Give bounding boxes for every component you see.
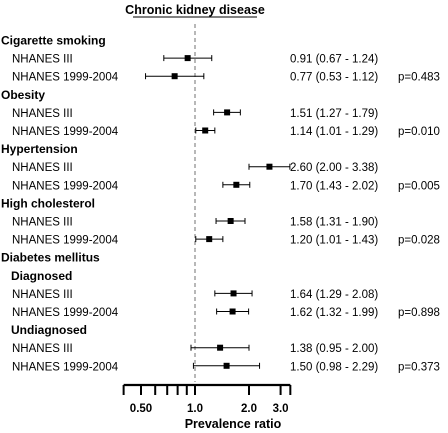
x-tick-label: 3.0 — [273, 403, 289, 415]
ci-value: 1.50 (0.98 - 2.29) — [290, 361, 378, 373]
row-label: NHANES 1999-2004 — [12, 180, 119, 192]
point-estimate — [202, 127, 209, 134]
point-estimate — [227, 218, 234, 224]
point-estimate — [233, 181, 240, 188]
subgroup-label: Undiagnosed — [11, 323, 87, 337]
row-label: NHANES 1999-2004 — [12, 235, 119, 247]
point-estimate — [266, 163, 273, 170]
point-estimate — [224, 109, 231, 116]
p-value: p=0.010 — [398, 126, 440, 138]
point-estimate — [223, 362, 230, 369]
ci-value: 1.51 (1.27 - 1.79) — [290, 108, 378, 120]
ci-value: 1.64 (1.29 - 2.08) — [290, 289, 378, 301]
point-estimate — [229, 308, 236, 315]
p-value: p=0.898 — [398, 307, 440, 319]
ci-value: 1.62 (1.32 - 1.99) — [290, 307, 378, 319]
x-tick-label: 2.0 — [241, 403, 257, 415]
x-tick-label: 1.0 — [187, 403, 203, 415]
p-value: p=0.005 — [398, 180, 440, 192]
p-value: p=0.028 — [398, 235, 440, 247]
p-value: p=0.373 — [398, 361, 440, 373]
point-estimate — [171, 73, 178, 80]
point-estimate — [184, 55, 191, 62]
row-label: NHANES III — [12, 217, 73, 229]
p-value: p=0.483 — [398, 72, 440, 84]
point-estimate — [206, 236, 213, 243]
x-axis-title: Prevalence ratio — [185, 417, 282, 431]
ci-value: 2.60 (2.00 - 3.38) — [290, 162, 378, 174]
row-label: NHANES 1999-2004 — [12, 126, 119, 138]
row-label: NHANES III — [12, 162, 73, 174]
subgroup-label: Diagnosed — [11, 269, 72, 283]
ci-value: 1.14 (1.01 - 1.29) — [290, 126, 378, 138]
row-label: NHANES III — [12, 343, 73, 355]
row-label: NHANES 1999-2004 — [12, 72, 119, 84]
point-estimate — [230, 290, 237, 297]
point-estimate — [217, 344, 224, 351]
row-label: NHANES 1999-2004 — [12, 361, 119, 373]
ci-value: 1.20 (1.01 - 1.43) — [290, 235, 378, 247]
ci-value: 1.38 (0.95 - 2.00) — [290, 343, 378, 355]
group-label: Obesity — [1, 88, 45, 102]
ci-value: 0.77 (0.53 - 1.12) — [290, 72, 378, 84]
ci-value: 1.70 (1.43 - 2.02) — [290, 180, 378, 192]
ci-value: 1.58 (1.31 - 1.90) — [290, 217, 378, 229]
row-label: NHANES III — [12, 54, 73, 66]
chart-title: Chronic kidney disease — [125, 3, 265, 17]
row-label: NHANES III — [12, 289, 73, 301]
ci-value: 0.91 (0.67 - 1.24) — [290, 54, 378, 66]
row-label: NHANES 1999-2004 — [12, 307, 119, 319]
x-tick-label: 0.50 — [130, 403, 152, 415]
row-label: NHANES III — [12, 108, 73, 120]
group-label: Cigarette smoking — [1, 34, 106, 48]
group-label: Hypertension — [1, 142, 78, 156]
group-label: High cholesterol — [1, 196, 95, 210]
plot-marks: Cigarette smoking NHANES III 0.91 (0.67 - … — [1, 24, 440, 415]
group-label: Diabetes mellitus — [1, 251, 100, 265]
